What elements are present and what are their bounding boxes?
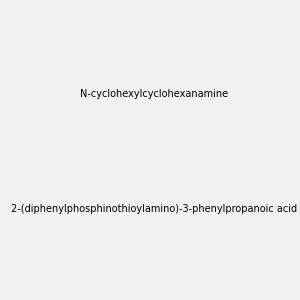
- Text: N-cyclohexylcyclohexanamine: N-cyclohexylcyclohexanamine: [80, 89, 228, 99]
- Text: 2-(diphenylphosphinothioylamino)-3-phenylpropanoic acid: 2-(diphenylphosphinothioylamino)-3-pheny…: [11, 204, 297, 214]
